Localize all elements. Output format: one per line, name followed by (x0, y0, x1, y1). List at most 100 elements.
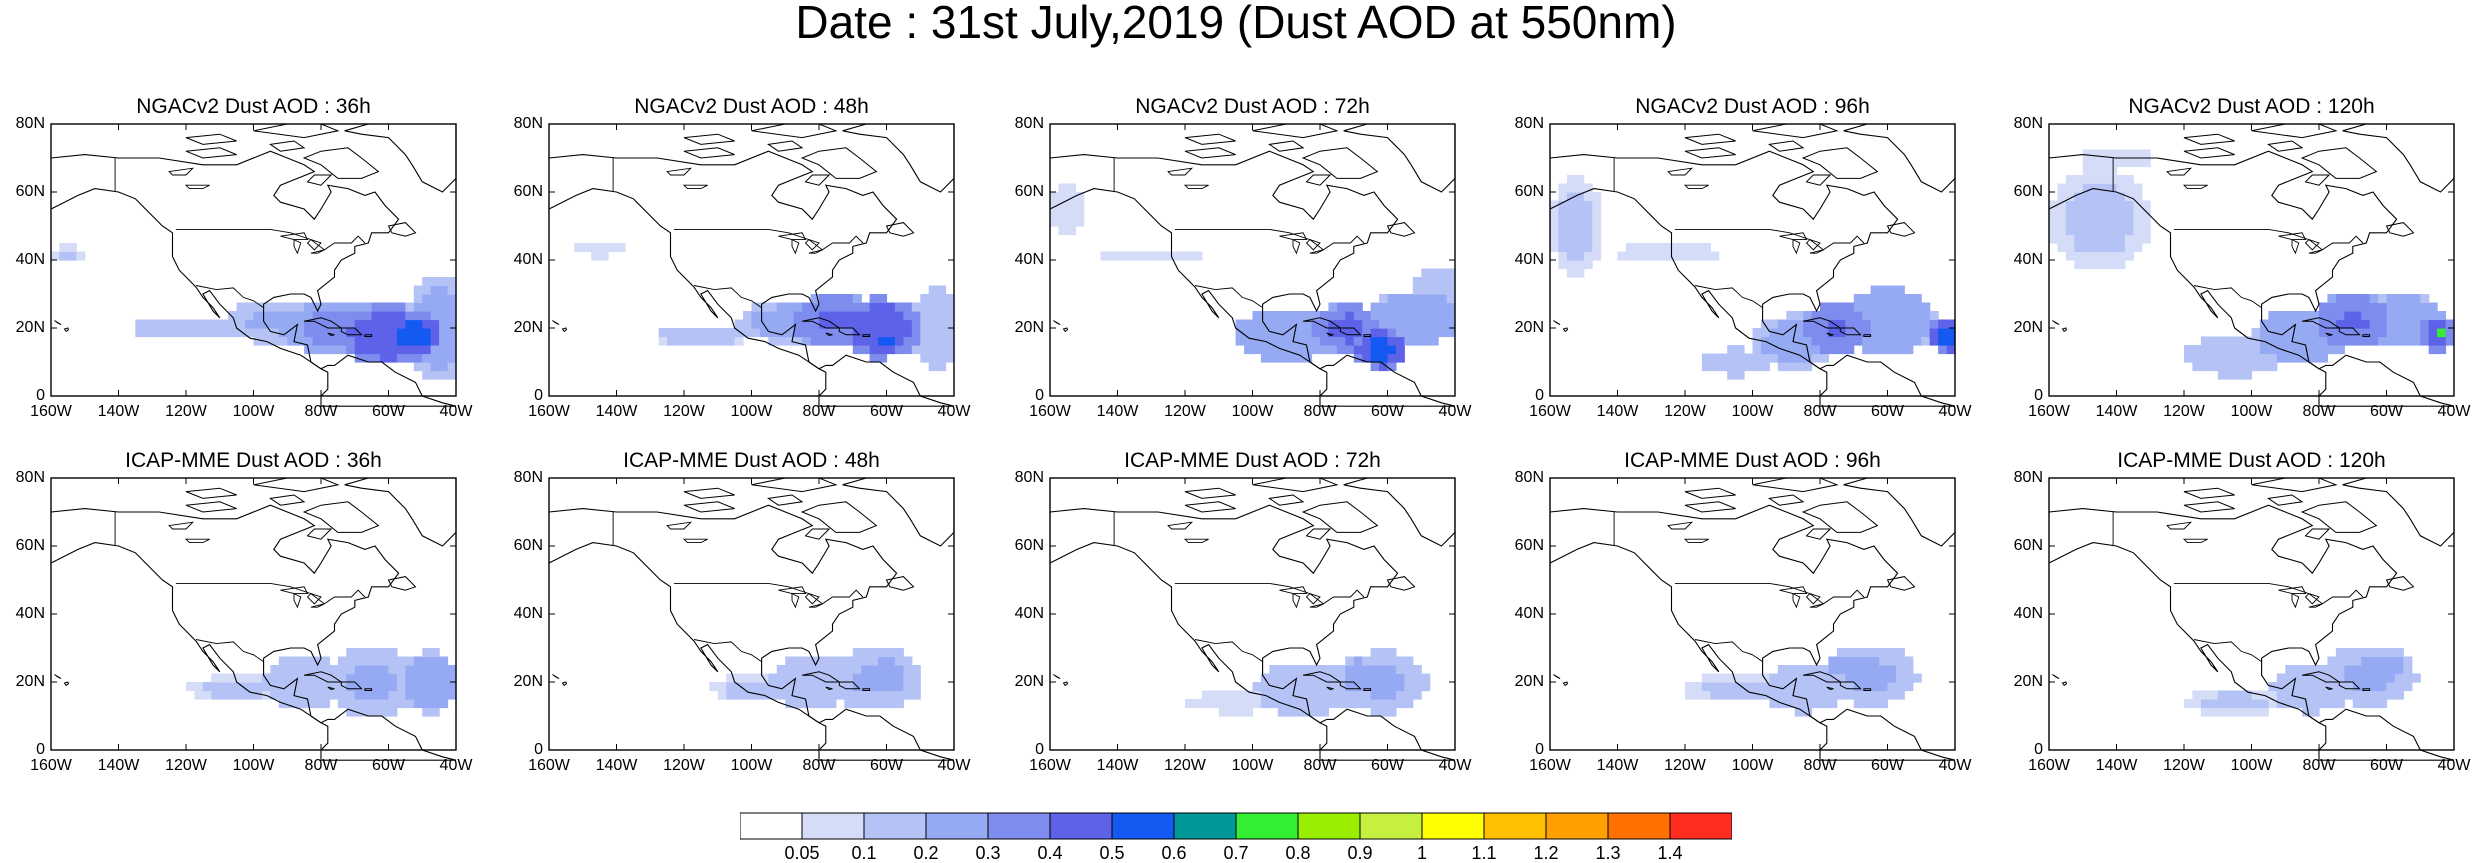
aod-cell (2335, 294, 2345, 304)
aod-cell (2082, 158, 2092, 168)
aod-cell (2394, 665, 2404, 675)
aod-cell (835, 656, 845, 666)
aod-cell (1558, 209, 1568, 219)
aod-cell (312, 345, 322, 355)
aod-cell (1429, 319, 1439, 329)
aod-cell (2226, 370, 2236, 380)
aod-cell (1277, 353, 1287, 363)
aod-cell (2310, 353, 2320, 363)
aod-cell (1404, 311, 1414, 321)
aod-cell (2403, 665, 2413, 675)
aod-cell (1429, 285, 1439, 295)
aod-cell (346, 302, 356, 312)
island-outline (387, 576, 417, 591)
aod-cell (827, 319, 837, 329)
aod-cell (1387, 707, 1397, 717)
aod-cell (1387, 302, 1397, 312)
aod-cell (2243, 345, 2253, 355)
aod-cell (878, 673, 888, 683)
aod-cell (1412, 277, 1422, 287)
aod-cell (304, 319, 314, 329)
y-tick-label: 0 (1535, 387, 1544, 404)
x-tick-label: 100W (730, 757, 773, 774)
aod-cell (861, 648, 871, 658)
aod-cell (371, 690, 381, 700)
aod-cell (2099, 166, 2109, 176)
x-tick-label: 160W (30, 757, 72, 774)
aod-cell (2200, 699, 2210, 709)
aod-cell (1701, 243, 1711, 253)
aod-cell (1575, 234, 1585, 244)
aod-cell (2065, 209, 2075, 219)
x-tick-label: 60W (1871, 757, 1904, 774)
aod-cell (599, 251, 609, 261)
aod-cell (1320, 311, 1329, 321)
aod-cell (1803, 690, 1813, 700)
dust-aod-field (709, 648, 921, 709)
aod-cell (827, 311, 837, 321)
aod-cell (312, 302, 322, 312)
aod-cell (1895, 656, 1905, 666)
y-tick-label: 20N (2013, 673, 2043, 690)
aod-cell (1412, 690, 1422, 700)
aod-cell (2251, 328, 2261, 338)
aod-cell (413, 656, 423, 666)
y-tick-label: 20N (1514, 319, 1544, 336)
aod-cell (1421, 268, 1431, 278)
aod-cell (261, 673, 271, 683)
x-tick-label: 80W (304, 403, 338, 420)
aod-cell (1583, 251, 1593, 261)
aod-cell (1387, 656, 1397, 666)
aod-cell (2184, 699, 2193, 709)
aod-cell (1286, 690, 1296, 700)
island-outline (185, 487, 237, 499)
y-tick-label: 80N (2013, 469, 2043, 486)
aod-cell (447, 690, 457, 700)
colorbar-box (1545, 812, 1609, 840)
aod-cell (734, 673, 744, 683)
aod-cell (422, 353, 432, 363)
aod-cell (346, 328, 356, 338)
aod-cell (869, 690, 879, 700)
aod-cell (287, 328, 297, 338)
aod-cell (2369, 648, 2379, 658)
aod-cell (2293, 311, 2303, 321)
x-tick-label: 120W (1164, 403, 1206, 420)
aod-cell (1794, 311, 1804, 321)
aod-cell (1828, 673, 1838, 683)
aod-cell (920, 294, 930, 304)
aod-cell (2361, 665, 2371, 675)
aod-cell (2285, 673, 2295, 683)
aod-cell (422, 673, 432, 683)
aod-cell (245, 328, 255, 338)
aod-cell (1058, 200, 1068, 210)
aod-cell (1286, 328, 1296, 338)
aod-cell (1828, 336, 1838, 346)
island-outline (1363, 688, 1372, 691)
island-outline (1562, 681, 1569, 687)
aod-cell (1710, 682, 1720, 692)
x-tick-label: 140W (97, 403, 140, 420)
aod-cell (2082, 217, 2092, 227)
aod-cell (717, 682, 727, 692)
x-tick-label: 140W (595, 403, 638, 420)
island-outline (825, 686, 833, 691)
aod-cell (2099, 217, 2109, 227)
aod-cell (1244, 336, 1254, 346)
aod-cell (861, 319, 871, 329)
aod-cell (329, 665, 339, 675)
island-outline (1684, 133, 1736, 145)
aod-cell (2437, 336, 2447, 346)
aod-cell (1294, 690, 1304, 700)
dust-aod-field (51, 243, 457, 380)
aod-cell (2361, 673, 2371, 683)
aod-cell (2276, 673, 2286, 683)
island-outline (2362, 334, 2371, 337)
aod-cell (1870, 319, 1880, 329)
aod-cell (1286, 707, 1296, 717)
aod-cell (2411, 673, 2421, 683)
x-tick-label: 80W (1303, 403, 1337, 420)
aod-cell (1845, 682, 1855, 692)
aod-cell (1625, 243, 1635, 253)
aod-cell (346, 648, 356, 658)
